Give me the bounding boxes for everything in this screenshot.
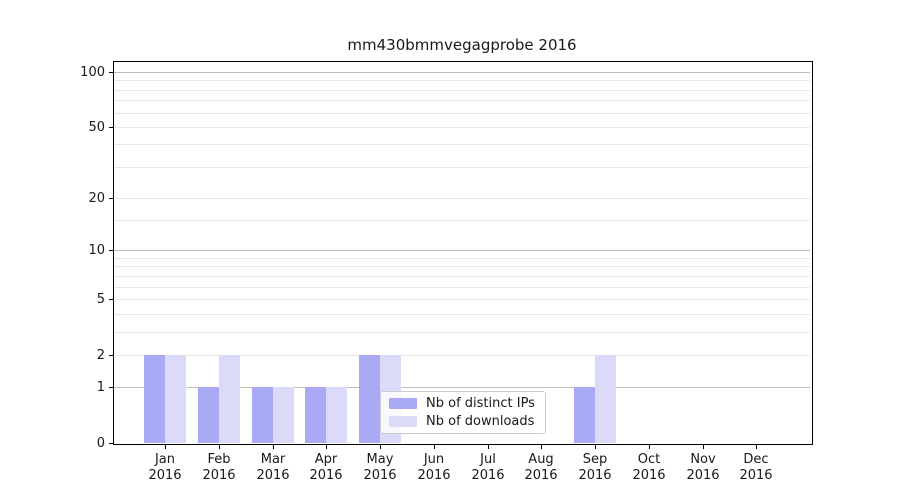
x-tick-label-feb-2016: Feb 2016 xyxy=(202,452,236,483)
legend-item-distinct-ips: Nb of distinct IPs xyxy=(389,396,537,411)
bar-nb-of-distinct-ips-apr-2016 xyxy=(305,387,326,443)
gridline-4 xyxy=(114,314,810,315)
x-tick-label-jan-2016: Jan 2016 xyxy=(148,452,182,483)
x-tick-label-jun-2016: Jun 2016 xyxy=(417,452,451,483)
x-tick-label-oct-2016: Oct 2016 xyxy=(632,452,666,483)
gridline-6 xyxy=(114,287,810,288)
y-tick-label-50: 50 xyxy=(88,120,105,135)
bar-nb-of-distinct-ips-mar-2016 xyxy=(252,387,273,443)
y-tick-100 xyxy=(109,72,113,73)
x-tick-label-may-2016: May 2016 xyxy=(363,452,397,483)
y-tick-label-20: 20 xyxy=(88,191,105,206)
bar-nb-of-downloads-sep-2016 xyxy=(595,355,616,443)
gridline-60 xyxy=(114,113,810,114)
y-tick-label-100: 100 xyxy=(80,65,105,80)
y-tick-5 xyxy=(109,299,113,300)
bar-nb-of-downloads-feb-2016 xyxy=(219,355,240,443)
y-tick-label-10: 10 xyxy=(88,243,105,258)
legend: Nb of distinct IPs Nb of downloads xyxy=(380,391,546,434)
y-tick-label-0: 0 xyxy=(96,436,105,451)
y-tick-0 xyxy=(109,443,113,444)
legend-swatch-downloads xyxy=(389,415,417,427)
y-tick-10 xyxy=(109,250,113,251)
gridline-8 xyxy=(114,266,810,267)
bar-nb-of-distinct-ips-jan-2016 xyxy=(144,355,165,443)
gridline-7 xyxy=(114,276,810,277)
x-tick-apr-2016 xyxy=(326,444,327,449)
gridline-80 xyxy=(114,90,810,91)
bar-nb-of-downloads-mar-2016 xyxy=(273,387,294,443)
gridline-3 xyxy=(114,332,810,333)
legend-swatch-distinct-ips xyxy=(389,398,417,410)
x-tick-dec-2016 xyxy=(756,444,757,449)
x-tick-jun-2016 xyxy=(434,444,435,449)
x-tick-jul-2016 xyxy=(488,444,489,449)
gridline-1 xyxy=(114,387,810,388)
bar-nb-of-distinct-ips-feb-2016 xyxy=(198,387,219,443)
x-tick-may-2016 xyxy=(380,444,381,449)
y-tick-label-2: 2 xyxy=(96,348,105,363)
chart-title: mm430bmmvegagprobe 2016 xyxy=(347,36,577,54)
legend-label-distinct-ips: Nb of distinct IPs xyxy=(426,396,535,412)
gridline-10 xyxy=(114,250,810,251)
x-tick-label-mar-2016: Mar 2016 xyxy=(256,452,290,483)
y-tick-20 xyxy=(109,198,113,199)
y-tick-2 xyxy=(109,355,113,356)
x-tick-label-jul-2016: Jul 2016 xyxy=(471,452,505,483)
legend-item-downloads: Nb of downloads xyxy=(389,414,537,429)
x-tick-label-sep-2016: Sep 2016 xyxy=(578,452,612,483)
gridline-50 xyxy=(114,127,810,128)
bar-nb-of-downloads-jan-2016 xyxy=(165,355,186,443)
x-tick-oct-2016 xyxy=(649,444,650,449)
gridline-40 xyxy=(114,144,810,145)
gridline-20 xyxy=(114,198,810,199)
gridline-2 xyxy=(114,355,810,356)
x-tick-sep-2016 xyxy=(595,444,596,449)
bar-nb-of-distinct-ips-sep-2016 xyxy=(574,387,595,443)
gridline-9 xyxy=(114,258,810,259)
gridline-100 xyxy=(114,72,810,73)
y-tick-label-5: 5 xyxy=(96,292,105,307)
legend-label-downloads: Nb of downloads xyxy=(426,413,535,429)
gridline-5 xyxy=(114,299,810,300)
x-tick-label-dec-2016: Dec 2016 xyxy=(739,452,773,483)
bar-nb-of-downloads-apr-2016 xyxy=(326,387,347,443)
gridline-70 xyxy=(114,100,810,101)
y-tick-50 xyxy=(109,127,113,128)
x-tick-jan-2016 xyxy=(165,444,166,449)
y-tick-label-1: 1 xyxy=(96,380,105,395)
x-tick-label-aug-2016: Aug 2016 xyxy=(524,452,558,483)
gridline-90 xyxy=(114,80,810,81)
x-tick-aug-2016 xyxy=(541,444,542,449)
x-tick-nov-2016 xyxy=(703,444,704,449)
x-tick-mar-2016 xyxy=(273,444,274,449)
x-tick-label-nov-2016: Nov 2016 xyxy=(686,452,720,483)
bar-nb-of-distinct-ips-may-2016 xyxy=(359,355,380,443)
y-tick-1 xyxy=(109,387,113,388)
x-tick-label-apr-2016: Apr 2016 xyxy=(309,452,343,483)
gridline-30 xyxy=(114,167,810,168)
gridline-15 xyxy=(114,220,810,221)
x-tick-feb-2016 xyxy=(219,444,220,449)
